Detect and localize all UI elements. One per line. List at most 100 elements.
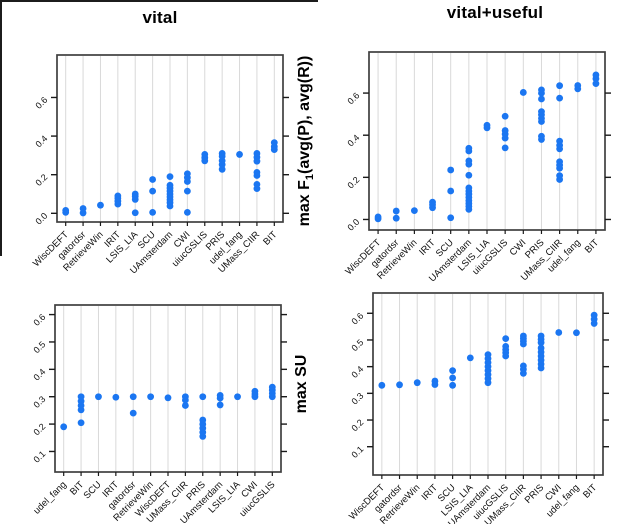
data-point (556, 82, 564, 90)
data-point (447, 187, 455, 195)
data-point (62, 207, 70, 214)
data-point (556, 172, 564, 180)
data-point (378, 381, 386, 389)
y-tick-label: 0.4 (31, 367, 47, 383)
y-tick-label: 0.0 (33, 211, 49, 227)
data-point (555, 329, 563, 336)
data-point (538, 108, 545, 116)
data-point (538, 95, 545, 103)
data-point (183, 208, 191, 216)
figure-edge-artifact-left (0, 0, 2, 256)
data-point (129, 393, 137, 401)
data-point (251, 387, 259, 395)
x-tick-label: IRIT (420, 482, 441, 503)
data-point (60, 423, 68, 431)
y-tick-label: 0.6 (345, 90, 361, 106)
data-point (465, 157, 473, 165)
data-point (374, 213, 382, 221)
data-point (574, 82, 582, 89)
x-tick-label: SCU (82, 479, 104, 501)
data-point (149, 176, 157, 183)
data-point (592, 71, 600, 79)
y-tick-label: 0.6 (349, 311, 365, 327)
data-point (77, 393, 85, 401)
y-tick-label: 0.0 (345, 217, 361, 233)
y-tick-label: 0.5 (349, 337, 365, 353)
data-point (502, 335, 510, 343)
data-point (537, 332, 545, 340)
data-point (592, 80, 600, 87)
plot-title-vital-useful: vital+useful (446, 3, 544, 22)
plot-vital-useful-f1: 0.00.20.40.6WiscDEFTgatordsrRetrieveWinI… (343, 51, 611, 284)
y-tick-label: 0.2 (31, 421, 47, 437)
data-point (538, 86, 545, 94)
plot-title-vital: vital (142, 8, 178, 27)
data-point (216, 401, 224, 409)
data-point (183, 170, 191, 178)
data-point (519, 89, 527, 96)
data-point (501, 127, 509, 134)
y-tick-label: 0.4 (345, 133, 361, 149)
data-point (201, 151, 209, 158)
data-point (556, 158, 564, 166)
data-point (449, 367, 457, 375)
y-tick-label: 0.1 (31, 449, 47, 465)
data-point (519, 332, 527, 340)
y-tick-label: 0.4 (33, 133, 49, 149)
y-tick-label: 0.3 (31, 394, 47, 410)
data-point (556, 94, 564, 102)
data-point (392, 214, 400, 222)
plot-vital-useful-su: 0.10.20.30.40.50.6WiscDEFTgatordsrRetrie… (347, 292, 609, 524)
data-point (413, 379, 421, 387)
data-point (465, 144, 473, 152)
y-tick-label: 0.6 (33, 95, 49, 111)
y-tick-label: 0.4 (349, 364, 365, 380)
data-point (502, 342, 510, 350)
data-point (449, 374, 457, 382)
data-point (147, 393, 155, 401)
y-tick-label: 0.3 (349, 391, 365, 407)
data-point (236, 151, 243, 158)
data-point (199, 393, 207, 401)
data-point (199, 416, 207, 424)
data-point (114, 192, 122, 200)
x-tick-label: IRIT (417, 237, 438, 258)
data-point (268, 383, 276, 391)
data-point (392, 207, 400, 215)
data-point (465, 171, 473, 179)
x-tick-label: udel_fang (32, 479, 69, 516)
data-point (253, 180, 261, 188)
data-point (164, 394, 172, 402)
x-tick-label: BIT (261, 229, 279, 247)
data-point (466, 354, 474, 362)
data-point (131, 190, 139, 198)
data-point (556, 137, 564, 145)
data-point (234, 393, 241, 401)
data-point (447, 214, 455, 222)
plot-vital-f1: 0.00.20.40.6WiscDEFTgatordsrRetrieveWinI… (31, 54, 289, 276)
data-point (253, 150, 261, 157)
data-point (484, 351, 492, 359)
data-point (129, 409, 137, 417)
data-point (77, 419, 85, 427)
figure-edge-artifact-top (0, 0, 318, 2)
x-tick-label: PRIS (523, 482, 546, 505)
data-point (149, 187, 157, 195)
data-point (538, 132, 545, 140)
data-point (449, 381, 457, 389)
data-point (537, 344, 545, 352)
data-point (149, 208, 157, 216)
data-point (465, 184, 473, 192)
data-point (181, 393, 189, 401)
data-point (501, 144, 509, 152)
data-point (183, 187, 191, 195)
data-point (573, 329, 580, 337)
y-tick-label: 0.2 (345, 175, 361, 191)
data-point (112, 393, 120, 401)
data-point (218, 150, 226, 157)
y-tick-label: 0.2 (33, 172, 49, 188)
data-point (396, 381, 403, 389)
data-point (95, 393, 102, 401)
